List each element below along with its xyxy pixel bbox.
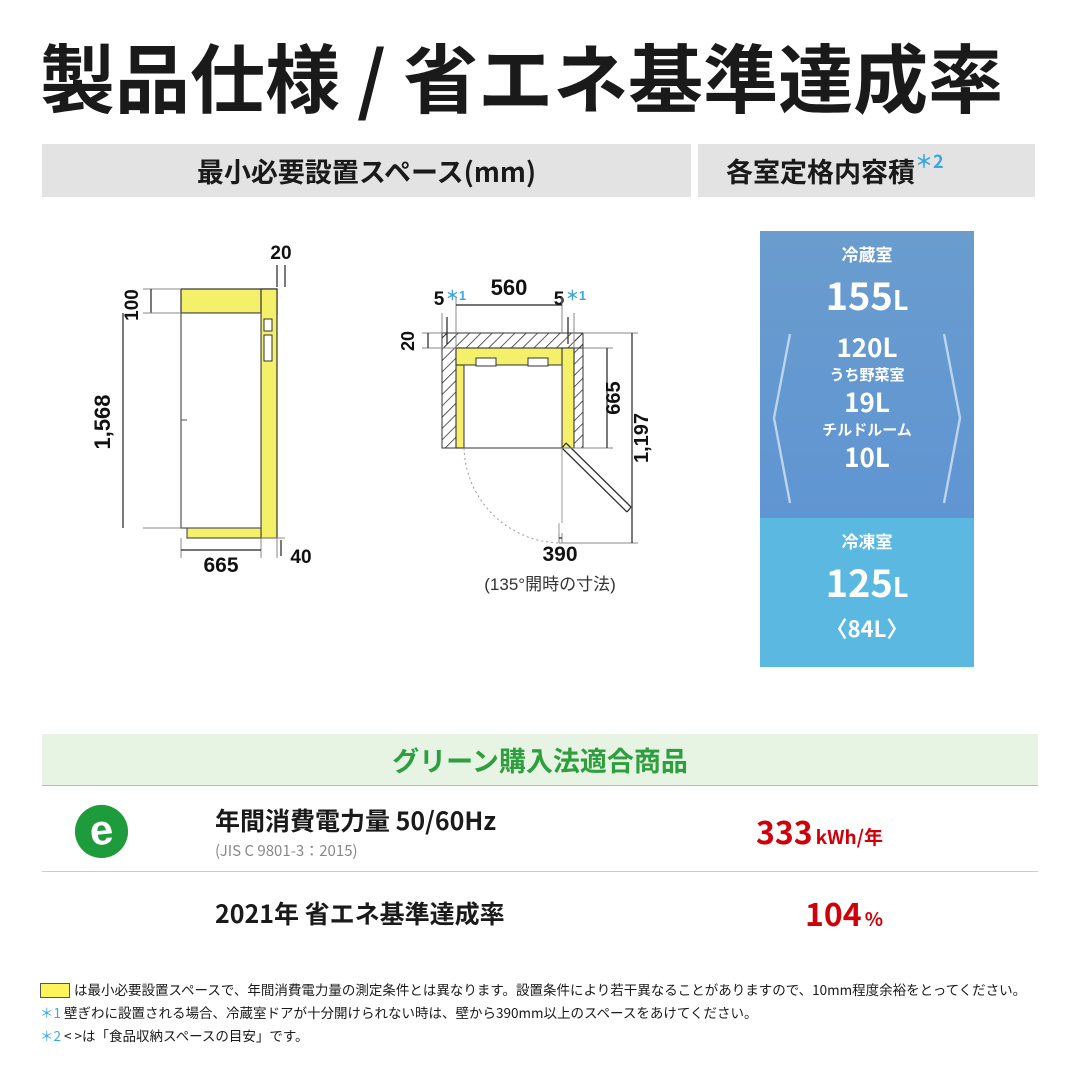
- svg-text:1,568: 1,568: [90, 394, 115, 449]
- svg-text:(135°開時の寸法): (135°開時の寸法): [484, 575, 615, 594]
- svg-text:100: 100: [122, 289, 143, 321]
- svg-text:1,197: 1,197: [631, 413, 653, 463]
- svg-text:5: 5: [554, 289, 565, 310]
- svg-text:390: 390: [542, 543, 577, 566]
- svg-text:e: e: [87, 805, 115, 854]
- svg-text:665: 665: [203, 554, 238, 577]
- svg-text:665: 665: [603, 381, 625, 414]
- svg-text:560: 560: [491, 275, 528, 300]
- svg-text:40: 40: [290, 547, 311, 568]
- svg-text:＊1: ＊1: [566, 288, 586, 303]
- svg-text:20: 20: [270, 243, 291, 264]
- svg-text:20: 20: [398, 331, 418, 351]
- svg-text:5: 5: [434, 289, 445, 310]
